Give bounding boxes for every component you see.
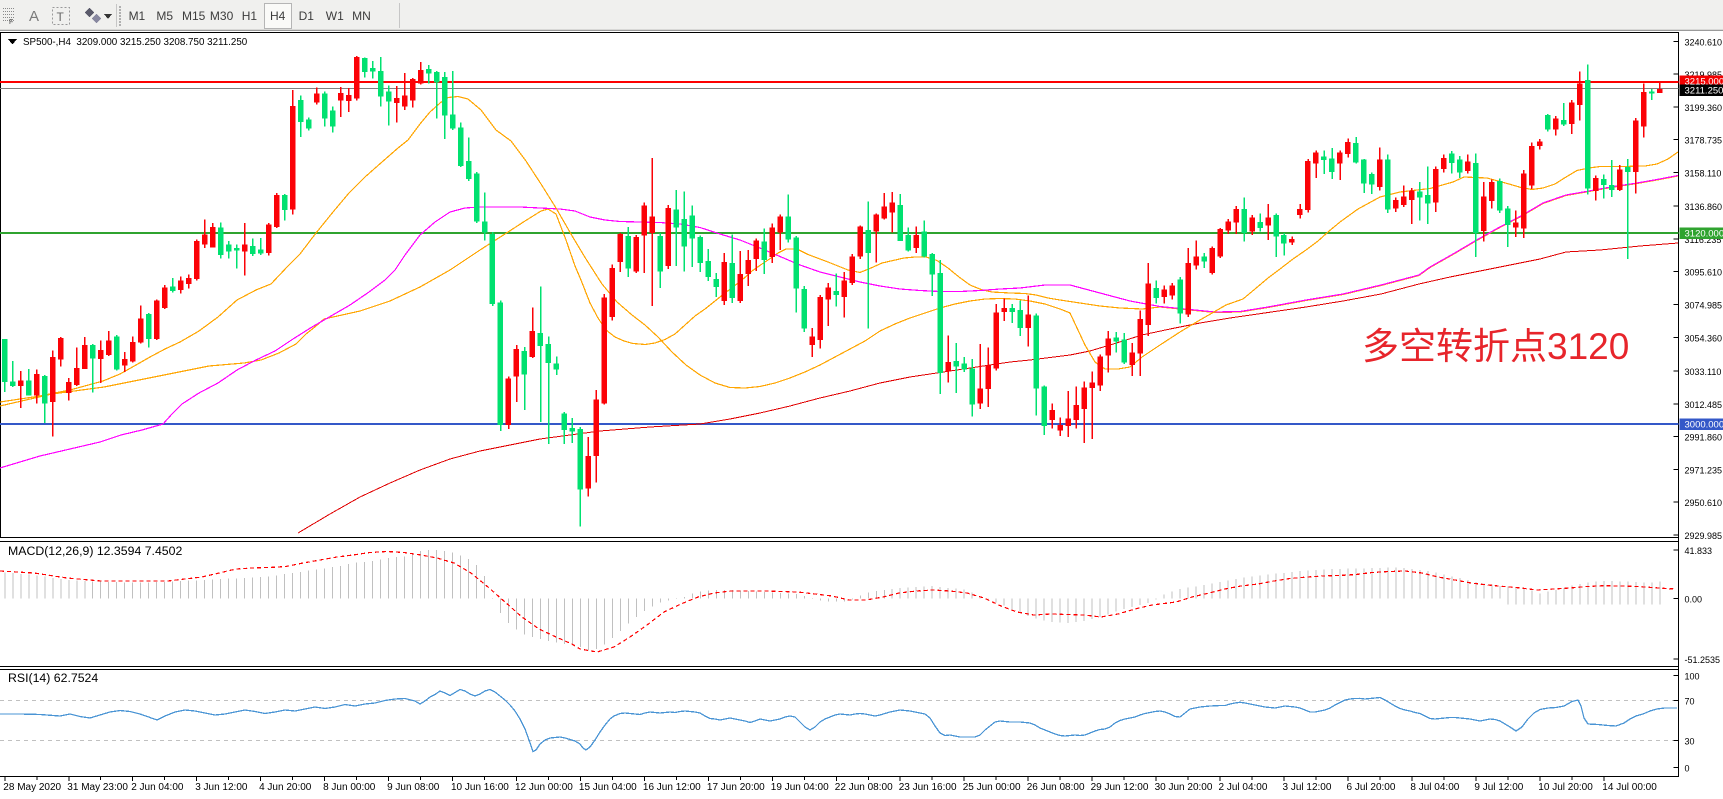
svg-text:A: A bbox=[29, 8, 39, 25]
svg-text:26 Jun 08:00: 26 Jun 08:00 bbox=[1027, 782, 1085, 793]
svg-text:M5: M5 bbox=[156, 9, 173, 23]
svg-text:3178.735: 3178.735 bbox=[1685, 136, 1723, 146]
svg-text:70: 70 bbox=[1685, 697, 1695, 707]
svg-text:22 Jun 08:00: 22 Jun 08:00 bbox=[835, 782, 893, 793]
svg-text:16 Jun 12:00: 16 Jun 12:00 bbox=[643, 782, 701, 793]
svg-text:2971.235: 2971.235 bbox=[1685, 465, 1723, 475]
svg-text:3000.000: 3000.000 bbox=[1685, 419, 1723, 430]
svg-text:MN: MN bbox=[352, 9, 371, 23]
svg-text:10 Jun 16:00: 10 Jun 16:00 bbox=[451, 782, 509, 793]
svg-text:SP500-,H4 3209.000 3215.250 3: SP500-,H4 3209.000 3215.250 3208.750 321… bbox=[23, 37, 248, 48]
svg-text:RSI(14) 62.7524: RSI(14) 62.7524 bbox=[8, 671, 98, 685]
svg-text:12 Jun 00:00: 12 Jun 00:00 bbox=[515, 782, 573, 793]
svg-text:多空转折点3120: 多空转折点3120 bbox=[1362, 326, 1629, 367]
svg-text:3 Jul 12:00: 3 Jul 12:00 bbox=[1283, 782, 1332, 793]
svg-text:F: F bbox=[9, 19, 13, 26]
svg-text:9 Jul 12:00: 9 Jul 12:00 bbox=[1474, 782, 1523, 793]
svg-text:T: T bbox=[57, 10, 65, 24]
svg-text:3 Jun 12:00: 3 Jun 12:00 bbox=[195, 782, 248, 793]
svg-text:10 Jul 20:00: 10 Jul 20:00 bbox=[1538, 782, 1593, 793]
svg-text:2991.860: 2991.860 bbox=[1685, 433, 1723, 443]
svg-text:3012.485: 3012.485 bbox=[1685, 400, 1723, 410]
svg-text:3120.000: 3120.000 bbox=[1685, 228, 1723, 239]
svg-text:-51.2535: -51.2535 bbox=[1685, 655, 1721, 665]
svg-text:25 Jun 00:00: 25 Jun 00:00 bbox=[963, 782, 1021, 793]
svg-text:9 Jun 08:00: 9 Jun 08:00 bbox=[387, 782, 440, 793]
svg-text:4 Jun 20:00: 4 Jun 20:00 bbox=[259, 782, 312, 793]
svg-text:3240.610: 3240.610 bbox=[1685, 37, 1723, 47]
svg-text:31 May 23:00: 31 May 23:00 bbox=[67, 782, 128, 793]
svg-text:MACD(12,26,9) 12.3594 7.4502: MACD(12,26,9) 12.3594 7.4502 bbox=[8, 544, 182, 558]
svg-text:3136.860: 3136.860 bbox=[1685, 202, 1723, 212]
svg-text:0.00: 0.00 bbox=[1685, 595, 1703, 605]
svg-text:H1: H1 bbox=[242, 9, 258, 23]
svg-text:3074.985: 3074.985 bbox=[1685, 301, 1723, 311]
svg-text:30: 30 bbox=[1685, 737, 1695, 747]
svg-text:3199.360: 3199.360 bbox=[1685, 103, 1723, 113]
svg-text:2 Jul 04:00: 2 Jul 04:00 bbox=[1219, 782, 1268, 793]
svg-text:M30: M30 bbox=[210, 9, 234, 23]
svg-text:M1: M1 bbox=[129, 9, 146, 23]
svg-text:6 Jul 20:00: 6 Jul 20:00 bbox=[1347, 782, 1396, 793]
svg-text:30 Jun 20:00: 30 Jun 20:00 bbox=[1155, 782, 1213, 793]
svg-text:0: 0 bbox=[1685, 764, 1690, 774]
svg-text:28 May 2020: 28 May 2020 bbox=[3, 782, 61, 793]
svg-text:2950.610: 2950.610 bbox=[1685, 498, 1723, 508]
svg-text:14 Jul 00:00: 14 Jul 00:00 bbox=[1602, 782, 1657, 793]
svg-text:23 Jun 16:00: 23 Jun 16:00 bbox=[899, 782, 957, 793]
svg-text:19 Jun 04:00: 19 Jun 04:00 bbox=[771, 782, 829, 793]
svg-text:3158.110: 3158.110 bbox=[1685, 168, 1722, 178]
svg-text:2929.985: 2929.985 bbox=[1685, 531, 1723, 541]
svg-text:D1: D1 bbox=[299, 9, 315, 23]
svg-text:15 Jun 04:00: 15 Jun 04:00 bbox=[579, 782, 637, 793]
svg-text:8 Jun 00:00: 8 Jun 00:00 bbox=[323, 782, 376, 793]
svg-text:2 Jun 04:00: 2 Jun 04:00 bbox=[131, 782, 184, 793]
svg-text:100: 100 bbox=[1685, 672, 1700, 682]
svg-text:8 Jul 04:00: 8 Jul 04:00 bbox=[1410, 782, 1459, 793]
svg-text:M15: M15 bbox=[182, 9, 206, 23]
svg-text:H4: H4 bbox=[270, 9, 286, 23]
svg-text:3095.610: 3095.610 bbox=[1685, 268, 1723, 278]
svg-text:17 Jun 20:00: 17 Jun 20:00 bbox=[707, 782, 765, 793]
svg-text:3033.110: 3033.110 bbox=[1685, 367, 1722, 377]
svg-text:W1: W1 bbox=[326, 9, 344, 23]
svg-text:41.833: 41.833 bbox=[1685, 546, 1713, 556]
svg-text:29 Jun 12:00: 29 Jun 12:00 bbox=[1091, 782, 1149, 793]
svg-text:3211.250: 3211.250 bbox=[1685, 86, 1723, 97]
svg-text:3054.360: 3054.360 bbox=[1685, 333, 1723, 343]
